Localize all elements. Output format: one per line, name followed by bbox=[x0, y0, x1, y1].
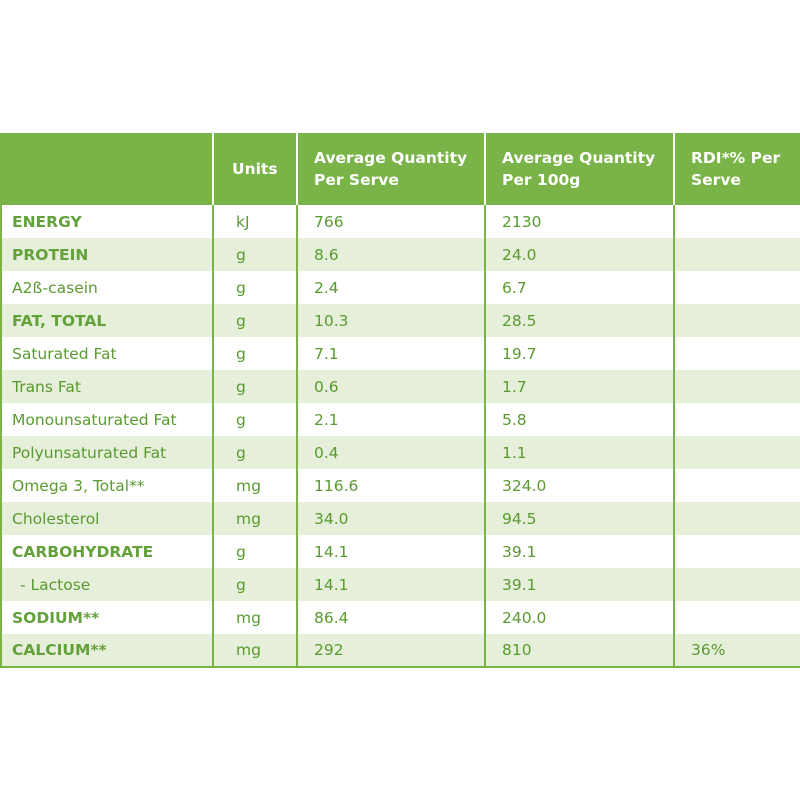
rdi-cell bbox=[673, 436, 800, 469]
table-row: Saturated Fat g 7.1 19.7 bbox=[2, 337, 800, 370]
rdi-cell bbox=[673, 403, 800, 436]
units-cell: g bbox=[212, 271, 297, 304]
per-100g-cell: 5.8 bbox=[484, 403, 674, 436]
per-serve-cell: 2.1 bbox=[296, 403, 485, 436]
nutrient-name: FAT, TOTAL bbox=[12, 311, 107, 330]
units-cell: mg bbox=[212, 601, 297, 634]
per-serve-cell: 2.4 bbox=[296, 271, 485, 304]
per-100g-cell: 1.7 bbox=[484, 370, 674, 403]
rdi-cell: 36% bbox=[673, 634, 800, 668]
units-cell: g bbox=[212, 436, 297, 469]
rdi-cell bbox=[673, 370, 800, 403]
rdi-cell bbox=[673, 304, 800, 337]
table-row: Omega 3, Total** mg 116.6 324.0 bbox=[2, 469, 800, 502]
header-nutrient bbox=[2, 133, 213, 205]
nutrient-name: CALCIUM** bbox=[2, 634, 213, 668]
rdi-cell bbox=[673, 271, 800, 304]
nutrient-name: Omega 3, Total** bbox=[12, 476, 145, 495]
units-cell: g bbox=[212, 568, 297, 601]
per-serve-cell: 14.1 bbox=[296, 535, 485, 568]
per-serve-cell: 8.6 bbox=[296, 238, 485, 271]
per-100g-cell: 2130 bbox=[484, 205, 674, 238]
table-row: PROTEIN g 8.6 24.0 bbox=[2, 238, 800, 271]
header-rdi: RDI*% Per Serve bbox=[673, 133, 800, 205]
rdi-cell bbox=[673, 535, 800, 568]
nutrition-table: Units Average Quantity Per Serve Average… bbox=[2, 133, 800, 668]
per-100g-cell: 28.5 bbox=[484, 304, 674, 337]
rdi-cell bbox=[673, 469, 800, 502]
table-row: Cholesterol mg 34.0 94.5 bbox=[2, 502, 800, 535]
per-100g-cell: 1.1 bbox=[484, 436, 674, 469]
table-body: ENERGY kJ 766 2130 PROTEIN g 8.6 24.0 A2ß-casein… bbox=[2, 205, 800, 668]
nutrient-name: Monounsaturated Fat bbox=[12, 410, 177, 429]
table-row: Trans Fat g 0.6 1.7 bbox=[2, 370, 800, 403]
per-100g-cell: 39.1 bbox=[484, 535, 674, 568]
rdi-cell bbox=[673, 337, 800, 370]
table-row: SODIUM** mg 86.4 240.0 bbox=[2, 601, 800, 634]
per-serve-cell: 116.6 bbox=[296, 469, 485, 502]
units-cell: g bbox=[212, 535, 297, 568]
per-100g-cell: 19.7 bbox=[484, 337, 674, 370]
nutrition-table-container: Units Average Quantity Per Serve Average… bbox=[0, 133, 800, 668]
nutrient-name: ENERGY bbox=[12, 212, 82, 231]
units-cell: g bbox=[212, 370, 297, 403]
per-serve-cell: 0.6 bbox=[296, 370, 485, 403]
header-units: Units bbox=[212, 133, 297, 205]
rdi-cell bbox=[673, 568, 800, 601]
per-serve-cell: 14.1 bbox=[296, 568, 485, 601]
per-100g-cell: 240.0 bbox=[484, 601, 674, 634]
units-cell: g bbox=[212, 238, 297, 271]
nutrient-name: - Lactose bbox=[20, 575, 91, 594]
rdi-cell bbox=[673, 502, 800, 535]
table-row: Monounsaturated Fat g 2.1 5.8 bbox=[2, 403, 800, 436]
table-row: A2ß-casein g 2.4 6.7 bbox=[2, 271, 800, 304]
units-cell: mg bbox=[212, 469, 297, 502]
per-100g-cell: 24.0 bbox=[484, 238, 674, 271]
per-serve-cell: 7.1 bbox=[296, 337, 485, 370]
nutrient-name: Saturated Fat bbox=[12, 344, 117, 363]
units-cell: g bbox=[212, 403, 297, 436]
units-cell: mg bbox=[212, 502, 297, 535]
units-cell: g bbox=[212, 304, 297, 337]
per-serve-cell: 86.4 bbox=[296, 601, 485, 634]
rdi-cell bbox=[673, 601, 800, 634]
table-row: CARBOHYDRATE g 14.1 39.1 bbox=[2, 535, 800, 568]
per-serve-cell: 0.4 bbox=[296, 436, 485, 469]
nutrient-name: PROTEIN bbox=[12, 245, 89, 264]
per-serve-cell: 292 bbox=[296, 634, 485, 668]
per-100g-cell: 94.5 bbox=[484, 502, 674, 535]
table-row: Polyunsaturated Fat g 0.4 1.1 bbox=[2, 436, 800, 469]
nutrient-name: CARBOHYDRATE bbox=[12, 542, 154, 561]
table-row: FAT, TOTAL g 10.3 28.5 bbox=[2, 304, 800, 337]
rdi-cell bbox=[673, 238, 800, 271]
per-100g-cell: 324.0 bbox=[484, 469, 674, 502]
units-cell: mg bbox=[212, 634, 297, 668]
table-row: CALCIUM** mg 292 810 36% bbox=[2, 634, 800, 668]
nutrient-name: Cholesterol bbox=[12, 509, 100, 528]
per-100g-cell: 6.7 bbox=[484, 271, 674, 304]
nutrient-name: SODIUM** bbox=[12, 608, 100, 627]
header-per-serve: Average Quantity Per Serve bbox=[296, 133, 485, 205]
table-row: - Lactose g 14.1 39.1 bbox=[2, 568, 800, 601]
table-header-row: Units Average Quantity Per Serve Average… bbox=[2, 133, 800, 205]
per-serve-cell: 10.3 bbox=[296, 304, 485, 337]
per-100g-cell: 39.1 bbox=[484, 568, 674, 601]
units-cell: g bbox=[212, 337, 297, 370]
units-cell: kJ bbox=[212, 205, 297, 238]
table-row: ENERGY kJ 766 2130 bbox=[2, 205, 800, 238]
per-serve-cell: 34.0 bbox=[296, 502, 485, 535]
header-per-100g: Average Quantity Per 100g bbox=[484, 133, 674, 205]
per-100g-cell: 810 bbox=[484, 634, 674, 668]
per-serve-cell: 766 bbox=[296, 205, 485, 238]
nutrient-name: Polyunsaturated Fat bbox=[12, 443, 167, 462]
nutrient-name: A2ß-casein bbox=[12, 278, 98, 297]
nutrient-name: Trans Fat bbox=[12, 377, 81, 396]
rdi-cell bbox=[673, 205, 800, 238]
